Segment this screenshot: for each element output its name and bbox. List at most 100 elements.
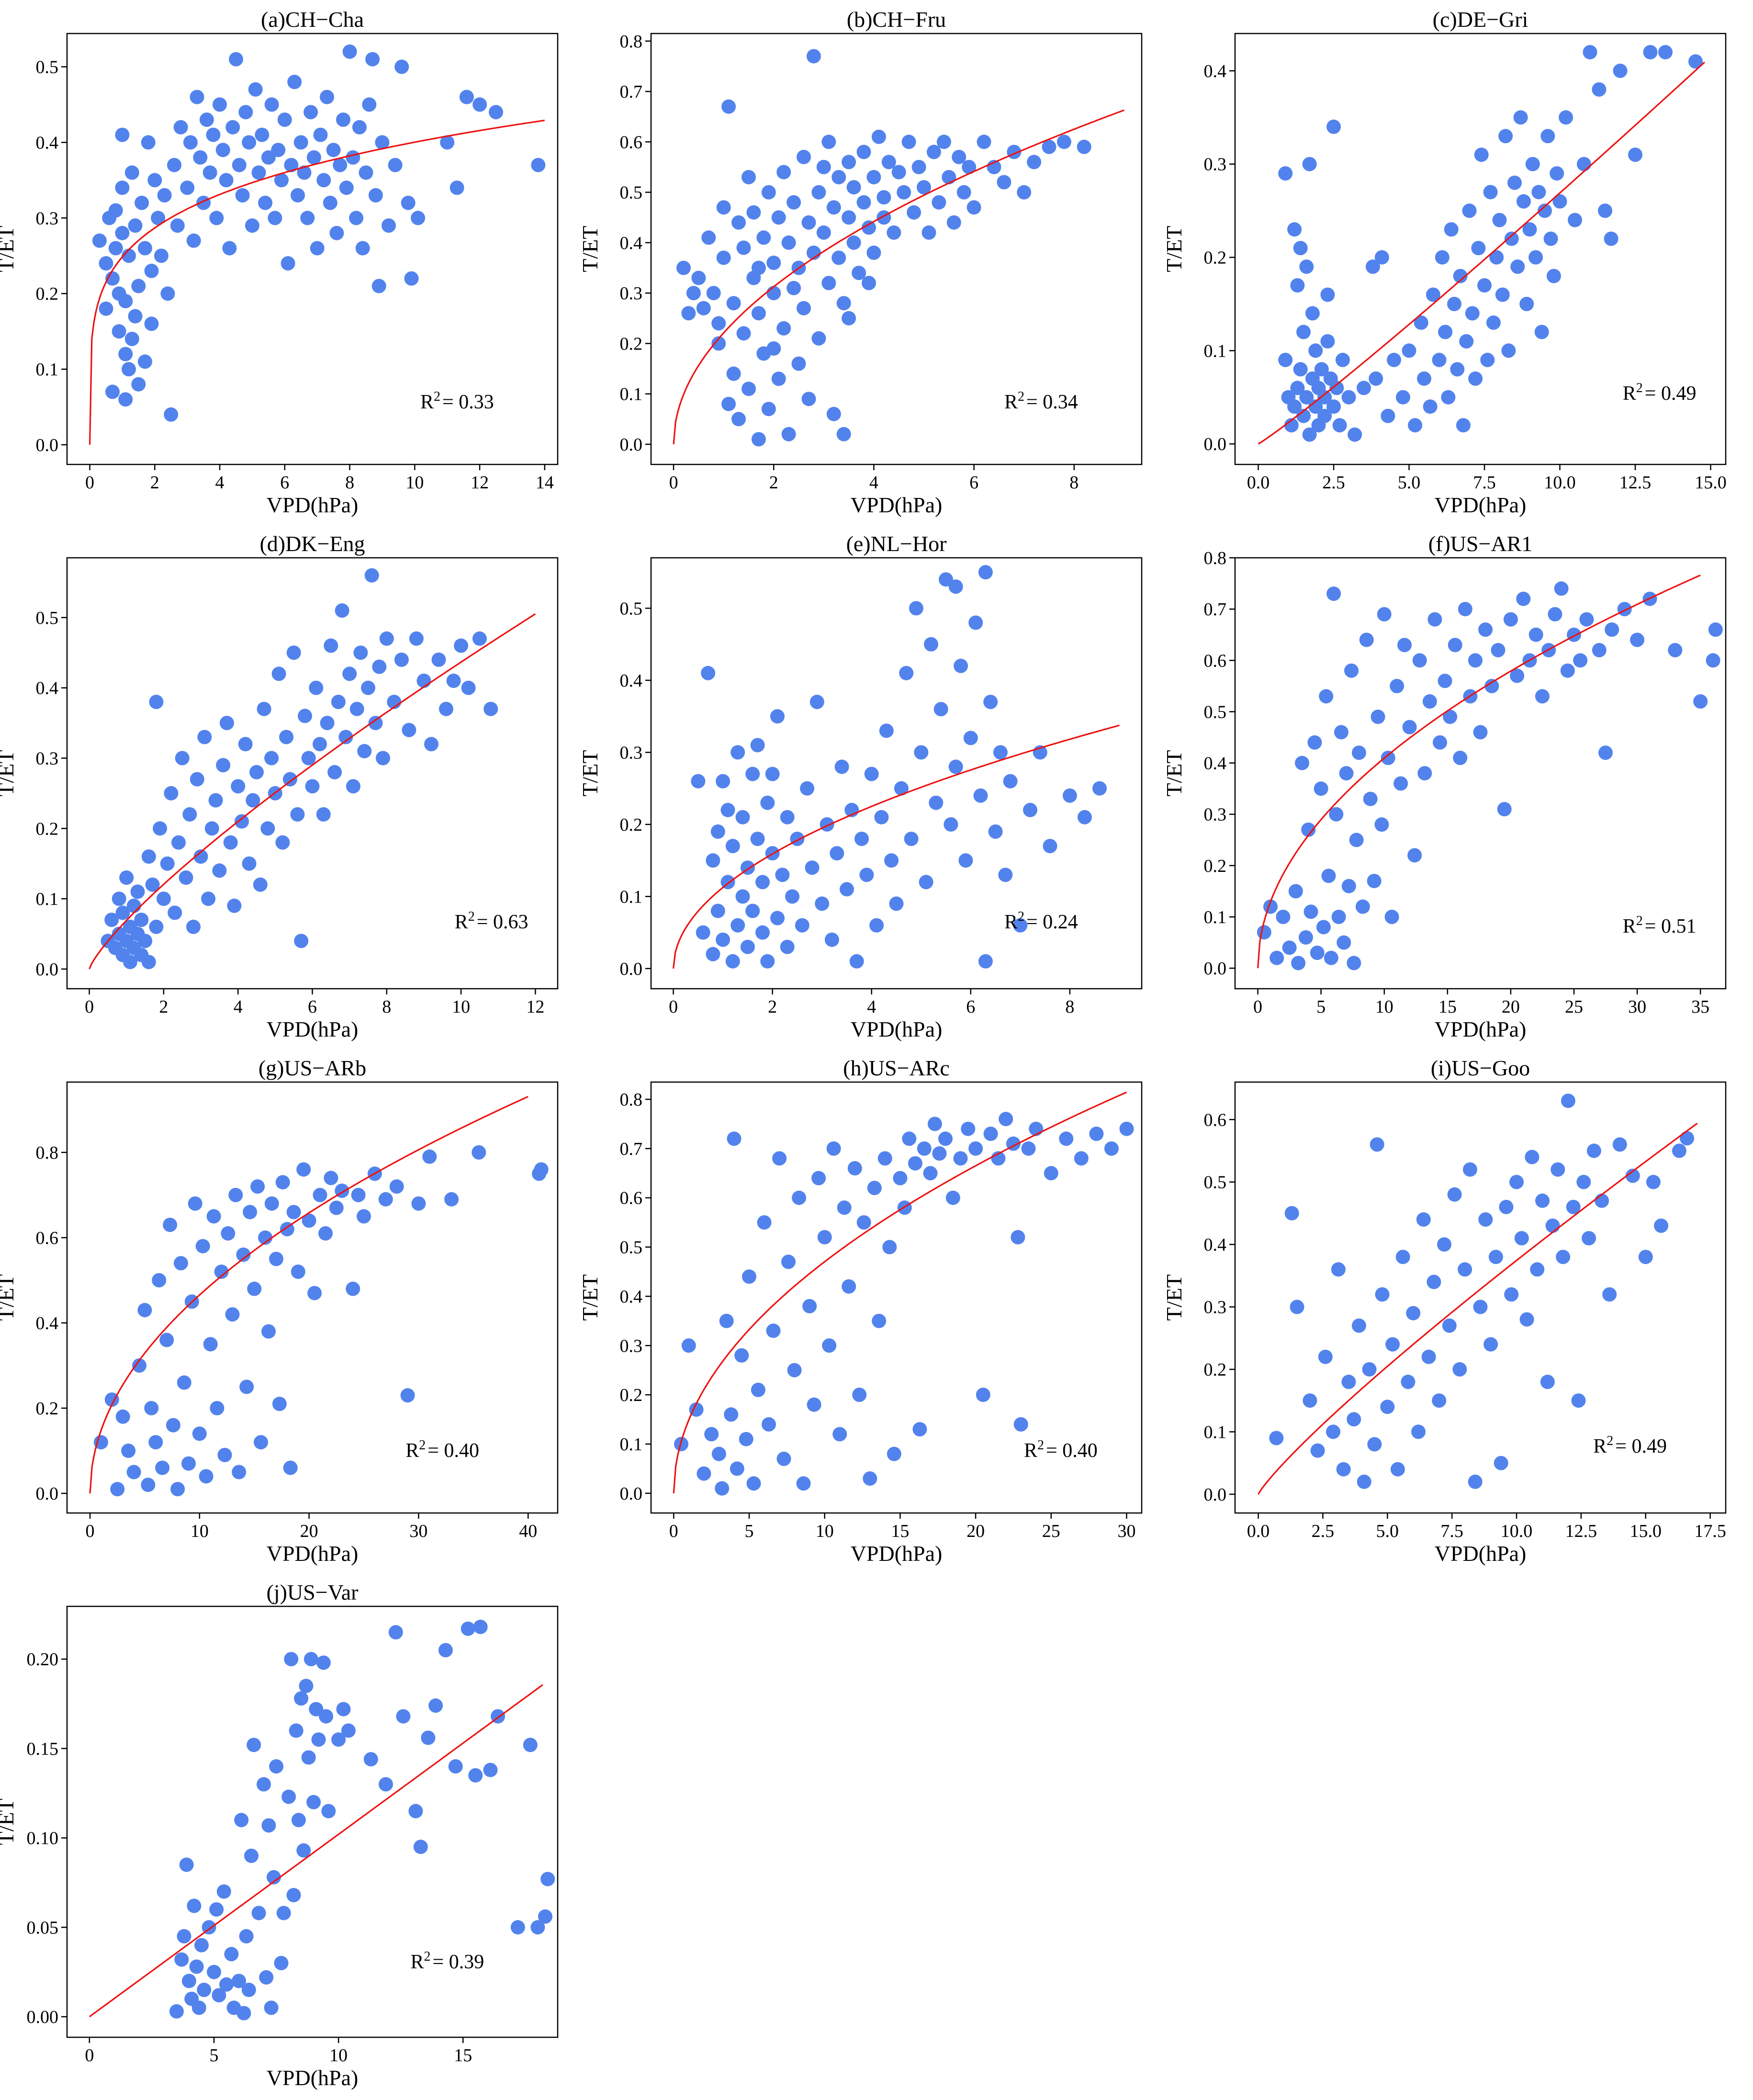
data-point	[806, 49, 821, 64]
data-point	[887, 225, 901, 240]
data-point	[1438, 674, 1452, 689]
data-point	[1497, 802, 1512, 816]
data-point	[1341, 390, 1356, 405]
data-point	[160, 286, 175, 301]
data-point	[750, 832, 765, 846]
data-point	[232, 1974, 246, 1988]
data-point	[1043, 839, 1057, 853]
data-point	[1395, 390, 1410, 405]
data-point	[1119, 1121, 1134, 1136]
data-point	[948, 759, 963, 774]
data-point	[1414, 315, 1428, 330]
data-point	[1483, 185, 1498, 200]
data-point	[1443, 710, 1458, 724]
data-point	[299, 1679, 314, 1694]
data-point	[1089, 1127, 1104, 1141]
data-point	[939, 572, 953, 587]
r2-value: = 0.40	[427, 1440, 479, 1462]
data-point	[261, 1818, 276, 1833]
y-tick-label: 0.4	[36, 678, 59, 699]
data-point	[264, 97, 279, 112]
chart-title: (e)NL−Hor	[846, 531, 947, 556]
plot-frame	[1234, 557, 1727, 990]
data-point	[1465, 306, 1480, 321]
data-point	[152, 1273, 167, 1287]
data-point	[190, 90, 204, 104]
data-point	[1336, 1462, 1351, 1477]
y-axis-label: T/ET	[0, 750, 18, 796]
data-point	[461, 1621, 475, 1636]
data-point	[186, 919, 201, 934]
x-tick-label: 12	[526, 997, 544, 1017]
data-point	[676, 260, 691, 275]
y-axis-label: T/ET	[1162, 750, 1186, 796]
data-point	[872, 1313, 887, 1328]
data-point	[307, 1286, 322, 1300]
data-point	[186, 233, 201, 248]
data-point	[333, 158, 348, 172]
y-tick-label: 0.0	[1204, 1485, 1227, 1505]
data-point	[736, 240, 751, 255]
data-point	[324, 638, 338, 653]
data-point	[1693, 694, 1708, 709]
data-point	[1013, 918, 1028, 933]
data-point	[909, 601, 923, 616]
data-point	[115, 226, 130, 240]
data-point	[446, 673, 461, 688]
x-axis: 0 2 4 6 8 10 12 14	[85, 464, 554, 493]
data-point	[272, 1397, 287, 1411]
data-point	[540, 1872, 555, 1886]
data-point	[286, 645, 301, 660]
data-point	[1504, 1287, 1519, 1302]
data-point	[1298, 930, 1313, 945]
y-tick-label: 0.2	[36, 284, 59, 304]
data-point	[388, 158, 403, 172]
data-point	[1534, 325, 1549, 339]
x-axis-label: VPD(hPa)	[267, 2066, 359, 2090]
data-point	[118, 392, 133, 407]
x-axis: 0 2 4 6 8	[669, 989, 1074, 1017]
data-point	[311, 1732, 326, 1747]
data-point	[1349, 833, 1364, 847]
y-tick-label: 0.3	[1204, 1298, 1227, 1318]
data-point	[274, 1956, 289, 1970]
data-point	[349, 701, 364, 716]
data-point	[1478, 1212, 1493, 1227]
data-point	[168, 905, 182, 920]
data-point	[284, 158, 299, 172]
data-point	[144, 263, 159, 278]
data-point	[1321, 869, 1336, 883]
data-point	[105, 384, 120, 399]
fit-curve	[673, 109, 1124, 445]
x-tick-label: 12.5	[1619, 473, 1652, 493]
y-tick-label: 0.8	[620, 32, 643, 52]
data-point	[195, 1239, 210, 1253]
data-point	[1538, 203, 1552, 218]
data-point	[1540, 1375, 1555, 1389]
y-axis-label: T/ET	[578, 226, 602, 272]
data-point	[1302, 157, 1317, 171]
data-point	[159, 1332, 174, 1347]
data-point	[274, 173, 289, 188]
data-point	[1290, 278, 1305, 293]
data-point	[187, 1898, 202, 1913]
data-point	[1341, 1375, 1356, 1389]
r2-superscript: 2	[1636, 914, 1643, 928]
data-point	[720, 802, 735, 817]
data-point	[1503, 612, 1518, 627]
data-point	[188, 1196, 202, 1211]
data-point	[811, 331, 826, 346]
r2-value: = 0.49	[1645, 383, 1697, 405]
data-point	[283, 1460, 298, 1475]
fit-curve	[1258, 1122, 1698, 1495]
y-tick-label: 0.1	[36, 360, 59, 380]
data-point	[342, 44, 357, 59]
data-point	[689, 1402, 704, 1417]
data-point	[1308, 399, 1323, 414]
r-squared-annotation: R2= 0.24	[1004, 909, 1078, 933]
data-point	[148, 1435, 163, 1450]
r2-superscript: 2	[1607, 1434, 1613, 1448]
data-point	[173, 120, 188, 135]
data-point	[316, 1655, 331, 1670]
data-point	[1310, 946, 1325, 960]
